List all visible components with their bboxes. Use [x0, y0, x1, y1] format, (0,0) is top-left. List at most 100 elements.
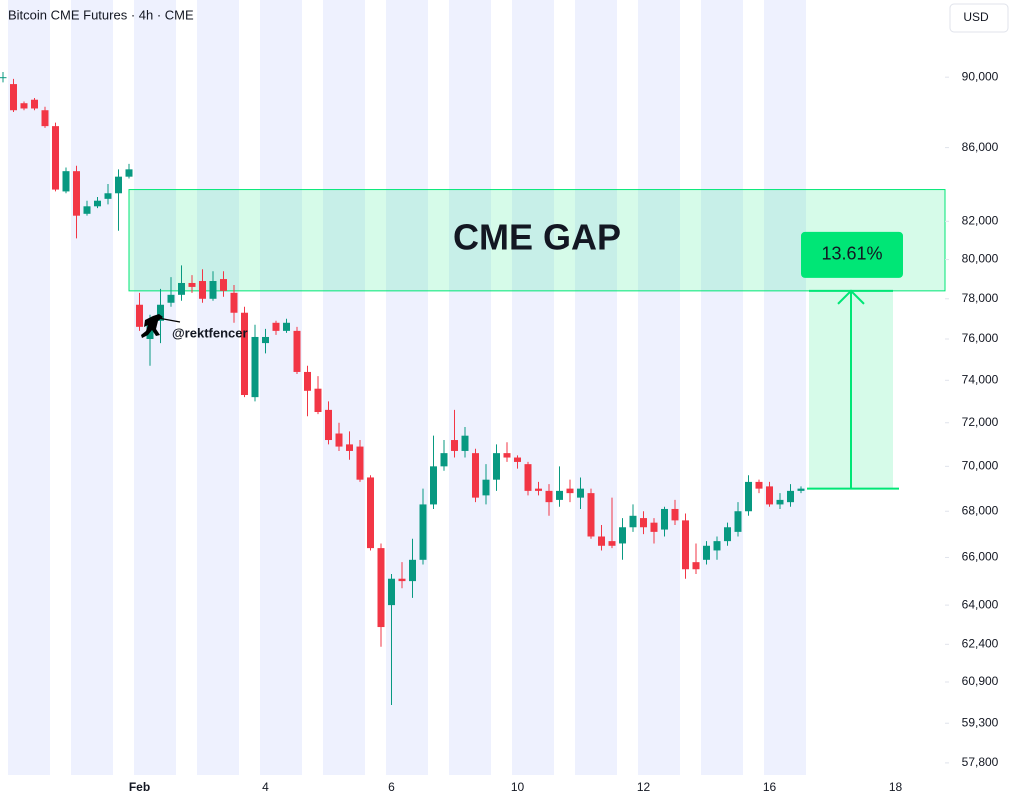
y-tick-label: 80,000 [962, 252, 999, 266]
candle-body [356, 446, 364, 480]
candle-body [419, 504, 427, 560]
candle-body [272, 322, 280, 331]
y-tick-label: 72,000 [962, 415, 999, 429]
candle-body [178, 282, 185, 295]
candle-body [524, 464, 532, 491]
y-tick-label: 90,000 [962, 69, 999, 83]
candle-body [661, 508, 668, 530]
candle-body [199, 281, 206, 299]
session-band [197, 0, 239, 775]
currency-label[interactable]: USD [963, 10, 989, 24]
session-band [386, 0, 428, 775]
y-tick-label: 74,000 [962, 372, 999, 386]
candle-body [776, 499, 784, 505]
candle-body [167, 294, 175, 303]
candle-body [251, 336, 259, 398]
candle-body [640, 518, 647, 528]
x-tick-label: 12 [637, 780, 651, 794]
candle-body [493, 453, 500, 480]
plot-area: CME GAP 13.61% [0, 72, 946, 706]
candle-body [472, 453, 479, 498]
candle-body [409, 559, 416, 582]
y-tick-label: 64,000 [962, 597, 999, 611]
session-band [764, 0, 806, 775]
candle-body [230, 292, 238, 313]
candle-body [388, 578, 395, 606]
candle-body [608, 541, 616, 546]
x-tick-label: 6 [388, 780, 395, 794]
candle-body [293, 330, 301, 372]
candle-body [577, 488, 584, 498]
y-tick-label: 66,000 [962, 550, 999, 564]
candle-body [535, 488, 542, 491]
candle-body [797, 488, 805, 491]
session-band [8, 0, 50, 775]
candle-body [377, 548, 385, 628]
candle-body [629, 515, 637, 528]
candle-body [188, 282, 196, 287]
candle-body [10, 84, 17, 111]
candle-body [157, 304, 164, 321]
candle-body [104, 193, 112, 199]
candle-body [314, 388, 322, 413]
candle-body [650, 522, 658, 532]
candle-body [734, 511, 742, 532]
candle-body [461, 435, 469, 451]
candle-body [545, 490, 553, 503]
candle-body [787, 490, 794, 503]
candle-body [0, 77, 7, 79]
candle-body [398, 578, 406, 582]
watermark-text: @rektfencer [172, 325, 248, 340]
candle-body [514, 457, 521, 462]
y-tick-label: 76,000 [962, 331, 999, 345]
session-band [575, 0, 617, 775]
candle-body [31, 99, 38, 109]
candle-body [136, 304, 143, 327]
candle-body [325, 409, 332, 441]
candle-body [713, 541, 721, 551]
candle-body [241, 312, 248, 396]
session-band [638, 0, 680, 775]
candle-body [125, 169, 133, 177]
y-tick-label: 62,400 [962, 636, 999, 650]
candle-body [62, 171, 70, 192]
y-tick-label: 86,000 [962, 140, 999, 154]
measure-label-box [801, 231, 903, 278]
candle-body [598, 536, 605, 546]
candle-body [482, 479, 490, 496]
candle-body [724, 527, 731, 542]
x-tick-label: 18 [889, 780, 903, 794]
candle-body [346, 444, 353, 451]
watermark-icon [141, 314, 163, 338]
y-tick-label: 70,000 [962, 459, 999, 473]
x-tick-label: Feb [129, 780, 150, 794]
candle-body [41, 110, 49, 127]
candle-body [703, 545, 710, 560]
session-band [512, 0, 554, 775]
chart-title: Bitcoin CME Futures · 4h · CME [8, 7, 194, 22]
candle-body [283, 322, 290, 331]
candle-body [94, 200, 101, 207]
currency-button[interactable] [949, 3, 1009, 33]
watermark-blade [157, 317, 181, 323]
measure-arrow-head [837, 289, 865, 305]
candle-body [566, 488, 574, 494]
candle-body [682, 520, 689, 570]
y-tick-label: 57,800 [962, 755, 999, 769]
gap-label: CME GAP [453, 217, 621, 258]
candle-body [692, 562, 700, 570]
y-tick-label: 82,000 [962, 214, 999, 228]
y-tick-label: 78,000 [962, 291, 999, 305]
candle-body [587, 493, 595, 537]
candle-body [430, 466, 437, 505]
candle-body [262, 336, 269, 344]
candle-body [209, 281, 217, 299]
candle-body [83, 206, 91, 214]
session-bands [8, 0, 806, 775]
candle-body [619, 527, 626, 544]
candle-body [115, 176, 122, 194]
candle-body [451, 440, 458, 451]
y-tick-label: 60,900 [962, 674, 999, 688]
